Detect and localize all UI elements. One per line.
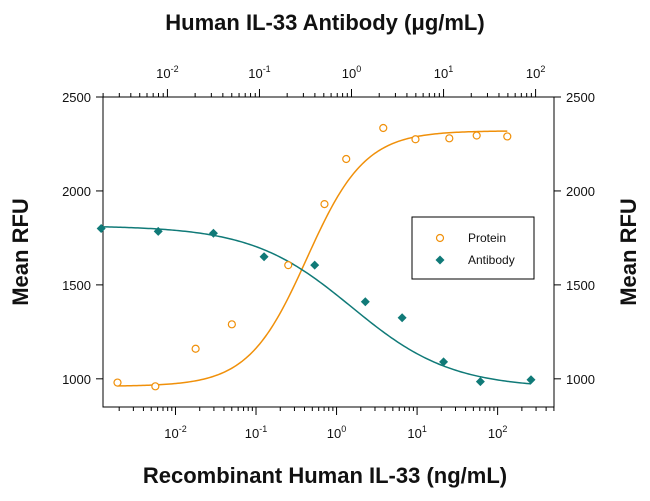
x-tick-label-0-exp: -2 <box>179 424 187 434</box>
point-protein <box>342 154 351 164</box>
legend-antibody-label: Antibody <box>468 253 515 267</box>
points-layer <box>96 123 536 391</box>
point-protein <box>191 344 200 353</box>
legend-protein-marker <box>435 233 445 243</box>
x-tick-label-2-base: 10 <box>327 426 341 441</box>
point-antibody <box>475 377 485 387</box>
y-right-tick-label: 2500 <box>566 90 595 105</box>
x-tick-label-0: 10-2 <box>164 424 186 441</box>
x-tick-label-1-base: 10 <box>245 426 259 441</box>
point-antibody <box>208 228 218 238</box>
y-right-tick-label: 1500 <box>566 278 595 293</box>
x2-tick-label-0-exp: -2 <box>171 64 179 74</box>
point-protein <box>411 135 420 144</box>
x2-tick-label-4-exp: 2 <box>540 64 545 74</box>
legend: Protein Antibody <box>411 216 535 280</box>
legend-items: Protein Antibody <box>435 231 515 267</box>
legend-box <box>411 216 535 280</box>
point-antibody <box>397 313 407 323</box>
point-protein <box>227 320 236 329</box>
y-left-tick-label: 2500 <box>62 90 91 105</box>
x-tick-label-4-exp: 2 <box>502 424 507 434</box>
x-tick-label-3-base: 10 <box>407 426 421 441</box>
point-antibody <box>439 357 449 367</box>
x-tick-label-4-base: 10 <box>488 426 502 441</box>
legend-protein-label: Protein <box>468 231 506 245</box>
x-tick-label-2-exp: 0 <box>341 424 346 434</box>
point-protein <box>113 378 122 387</box>
point-antibody <box>360 297 370 307</box>
x2-tick-label-4: 102 <box>526 64 545 81</box>
y-left-tick-label: 2000 <box>62 184 91 199</box>
curve-antibody <box>101 226 532 385</box>
y-right-tick-label: 1000 <box>566 372 595 387</box>
y-left-tick-label: 1000 <box>62 372 91 387</box>
x-axis-label: Recombinant Human IL-33 (ng/mL) <box>143 463 507 488</box>
point-antibody <box>153 226 163 236</box>
point-protein <box>320 199 329 209</box>
x2-tick-label-4-base: 10 <box>526 66 540 81</box>
x2-tick-label-2: 100 <box>342 64 361 81</box>
y-right-tick-label: 2000 <box>566 184 595 199</box>
point-antibody <box>259 252 269 262</box>
point-protein <box>379 123 388 133</box>
y-axis-label-left: Mean RFU <box>8 198 33 306</box>
x2-tick-label-3-base: 10 <box>434 66 448 81</box>
curve-protein <box>117 130 508 387</box>
x-tick-label-2: 100 <box>327 424 346 441</box>
x-tick-label-1-exp: -1 <box>259 424 267 434</box>
point-protein <box>472 131 481 140</box>
point-antibody <box>310 260 320 270</box>
point-protein <box>445 134 454 143</box>
x2-tick-label-0-base: 10 <box>156 66 170 81</box>
x2-tick-label-1-exp: -1 <box>263 64 271 74</box>
point-protein <box>151 382 160 391</box>
x2-tick-label-1-base: 10 <box>248 66 262 81</box>
x-tick-label-4: 102 <box>488 424 507 441</box>
point-antibody <box>96 224 106 234</box>
chart-title: Human IL-33 Antibody (μg/mL) <box>165 10 484 35</box>
point-antibody <box>526 375 536 385</box>
x2-tick-label-2-exp: 0 <box>356 64 361 74</box>
x2-tick-label-2-base: 10 <box>342 66 356 81</box>
x2-tick-label-3-exp: 1 <box>448 64 453 74</box>
x-tick-label-3-exp: 1 <box>422 424 427 434</box>
point-protein <box>284 261 293 270</box>
x-tick-label-1: 10-1 <box>245 424 267 441</box>
curves-layer <box>101 130 532 387</box>
x-tick-label-0-base: 10 <box>164 426 178 441</box>
point-protein <box>503 132 512 141</box>
x2-tick-label-3: 101 <box>434 64 453 81</box>
y-left-tick-label: 1500 <box>62 278 91 293</box>
x-tick-label-3: 101 <box>407 424 426 441</box>
x2-tick-label-0: 10-2 <box>156 64 178 81</box>
legend-antibody-marker <box>435 255 445 265</box>
x2-tick-label-1: 10-1 <box>248 64 270 81</box>
y-axis-label-right: Mean RFU <box>616 198 641 306</box>
